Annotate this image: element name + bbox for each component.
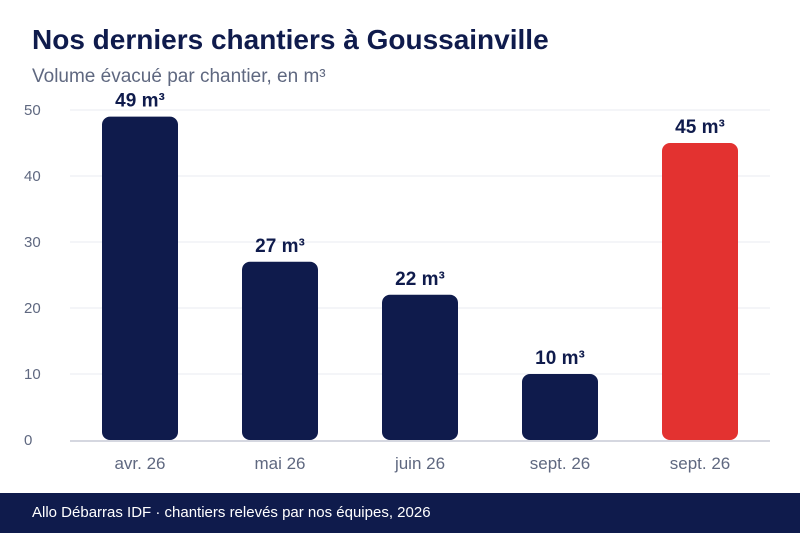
data-label: 49 m³ xyxy=(115,91,165,112)
y-tick-label: 30 xyxy=(24,234,41,251)
data-label: 22 m³ xyxy=(395,269,445,290)
y-tick-label: 20 xyxy=(24,300,41,317)
y-tick-label: 50 xyxy=(24,102,41,119)
x-tick-label: sept. 26 xyxy=(670,454,731,473)
footer-source-text: Allo Débarras IDF · chantiers relevés pa… xyxy=(32,504,431,521)
data-label: 10 m³ xyxy=(535,348,585,369)
bar xyxy=(662,143,738,440)
footer-bar: Allo Débarras IDF · chantiers relevés pa… xyxy=(0,493,800,533)
y-tick-label: 0 xyxy=(24,432,32,449)
chart-title: Nos derniers chantiers à Goussainville xyxy=(32,24,549,55)
bar xyxy=(102,116,178,440)
y-tick-label: 40 xyxy=(24,168,41,185)
x-tick-label: mai 26 xyxy=(254,454,305,473)
bar xyxy=(382,294,458,440)
x-tick-label: juin 26 xyxy=(394,454,445,473)
x-tick-label: sept. 26 xyxy=(530,454,591,473)
bar-chart: 0 10 20 30 40 50 49 m³ avr. 26 27 m³ mai 26 22 m³ j… xyxy=(24,91,770,473)
bar xyxy=(522,374,598,440)
data-label: 27 m³ xyxy=(255,236,305,257)
y-tick-label: 10 xyxy=(24,366,41,383)
data-label: 45 m³ xyxy=(675,117,725,138)
chart-subtitle: Volume évacué par chantier, en m³ xyxy=(32,66,326,87)
bar xyxy=(242,261,318,440)
x-tick-label: avr. 26 xyxy=(114,454,165,473)
